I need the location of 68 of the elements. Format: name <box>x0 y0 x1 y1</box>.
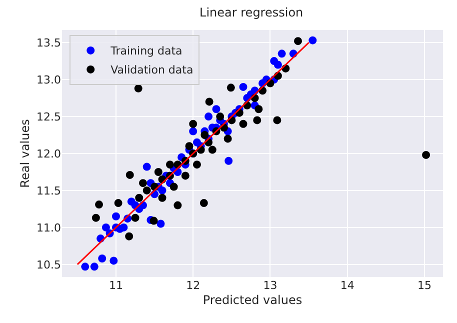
y-tick-label: 12.0 <box>36 147 61 160</box>
point <box>181 172 190 180</box>
point <box>166 160 174 169</box>
point <box>239 120 248 128</box>
point <box>174 201 182 210</box>
point <box>112 212 120 220</box>
y-tick-label: 11.5 <box>36 184 61 198</box>
point <box>156 220 165 228</box>
point <box>422 150 430 159</box>
x-axis-title: Predicted values <box>202 292 302 307</box>
point <box>114 199 122 208</box>
point <box>142 162 151 171</box>
point <box>205 98 214 106</box>
point <box>204 112 213 121</box>
point <box>192 138 201 146</box>
point <box>81 262 90 271</box>
point <box>253 116 262 124</box>
y-axis-title: Real values <box>18 119 32 188</box>
point <box>270 57 278 66</box>
y-tick-label: 12.5 <box>36 110 61 124</box>
point <box>125 232 134 240</box>
point <box>131 214 140 222</box>
point <box>308 36 317 44</box>
x-tick-label: 11 <box>108 279 123 292</box>
point <box>150 216 158 225</box>
point <box>98 254 106 263</box>
point <box>158 194 166 202</box>
point <box>126 170 134 179</box>
y-tick-label: 11.0 <box>36 221 61 234</box>
legend-label: Validation data <box>110 64 194 77</box>
y-tick-label: 13.5 <box>36 36 61 50</box>
point <box>154 168 162 176</box>
point <box>224 134 232 143</box>
point <box>102 223 110 232</box>
point <box>134 84 142 92</box>
point <box>110 256 118 265</box>
point <box>189 127 198 136</box>
point <box>95 200 104 209</box>
point <box>216 112 224 121</box>
point <box>170 182 178 191</box>
point <box>208 146 216 154</box>
y-tick-label: 13.0 <box>36 73 61 86</box>
point <box>138 179 147 188</box>
chart-title: Linear regression <box>200 5 304 20</box>
point <box>273 116 282 124</box>
point <box>278 50 286 58</box>
y-tick-label: 10.5 <box>36 258 61 272</box>
point <box>239 82 248 91</box>
x-tick-label: 12 <box>186 279 200 292</box>
point <box>185 142 194 150</box>
point <box>192 160 201 169</box>
point <box>294 37 302 46</box>
point <box>200 131 209 140</box>
point <box>135 194 144 202</box>
x-tick-label: 15 <box>417 279 432 292</box>
point <box>212 105 220 114</box>
point <box>224 156 233 165</box>
point <box>254 105 263 114</box>
point <box>142 186 151 194</box>
point <box>226 84 235 92</box>
point <box>189 120 198 128</box>
x-tick-label: 14 <box>340 279 354 292</box>
legend-label: Training data <box>110 44 182 58</box>
x-tick-label: 13 <box>263 279 278 292</box>
point <box>92 214 100 222</box>
point <box>120 223 128 232</box>
point <box>90 262 98 271</box>
point <box>200 199 208 208</box>
